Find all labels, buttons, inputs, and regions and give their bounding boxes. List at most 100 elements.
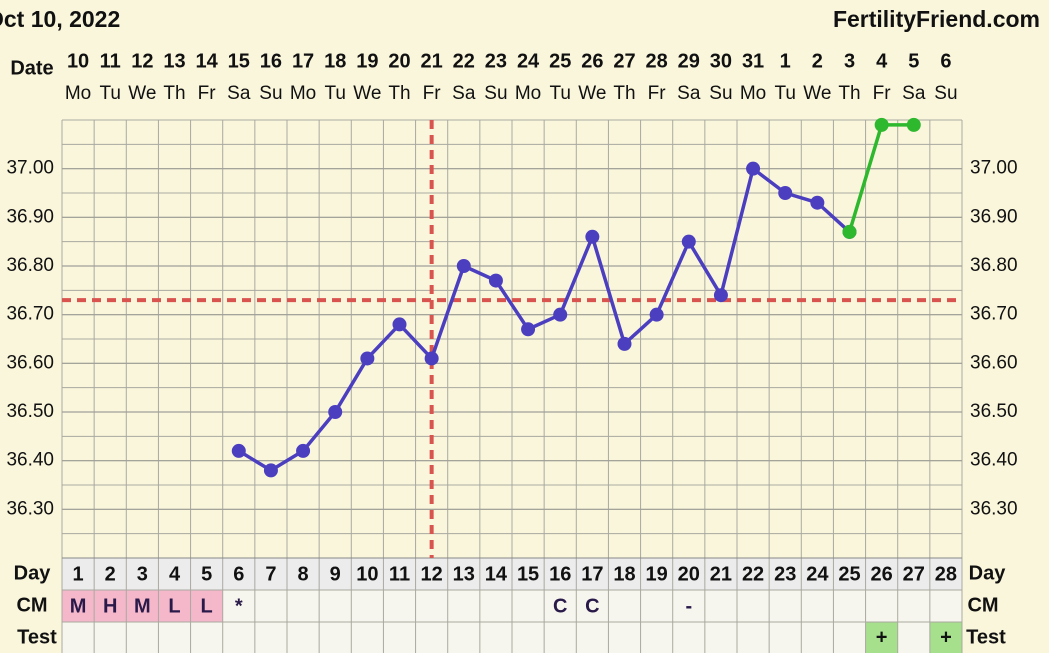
- day-number: 3: [137, 563, 148, 585]
- day-number: 18: [613, 563, 635, 585]
- cm-cell: [287, 590, 320, 622]
- date-label: 30: [710, 50, 732, 72]
- date-label: 10: [67, 50, 89, 72]
- date-label: 13: [163, 50, 185, 72]
- day-cell: [287, 558, 320, 590]
- temperature-point: [360, 351, 375, 366]
- day-number: 9: [330, 563, 341, 585]
- weekday-label: Th: [163, 83, 185, 104]
- date-label: 3: [844, 50, 855, 72]
- cm-cell: [704, 590, 737, 622]
- cm-cell: [640, 590, 673, 622]
- cm-cell: [512, 590, 545, 622]
- cm-value: L: [168, 595, 180, 617]
- cm-cell: [351, 590, 384, 622]
- day-number: 17: [581, 563, 603, 585]
- y-tick-label-right: 37.00: [970, 158, 1018, 179]
- cm-cell: [415, 590, 448, 622]
- cm-cell: [190, 590, 223, 622]
- day-number: 20: [678, 563, 700, 585]
- weekday-label: Th: [838, 83, 860, 104]
- day-number: 8: [298, 563, 309, 585]
- day-cell: [222, 558, 255, 590]
- y-tick-label: 36.60: [6, 352, 54, 373]
- y-tick-label: 36.50: [6, 401, 54, 422]
- temperature-point: [617, 336, 632, 351]
- weekday-label: Fr: [198, 83, 217, 104]
- weekday-label: Mo: [290, 83, 316, 104]
- temperature-point: [778, 186, 793, 200]
- test-cell: [833, 622, 866, 653]
- test-cell: [769, 622, 802, 653]
- day-cell: [897, 558, 930, 590]
- chart-date: Oct 10, 2022: [0, 6, 120, 32]
- test-cell: [897, 622, 930, 653]
- weekday-label: Mo: [515, 83, 541, 104]
- temperature-point: [456, 259, 471, 273]
- day-number: 13: [453, 563, 475, 585]
- day-cell: [704, 558, 737, 590]
- date-label: 19: [356, 50, 378, 72]
- day-cell: [94, 558, 127, 590]
- weekday-label: Sa: [677, 83, 701, 104]
- temperature-point: [553, 307, 568, 322]
- date-label: 1: [780, 50, 791, 72]
- test-cell: [608, 622, 641, 653]
- day-number: 4: [169, 563, 181, 585]
- day-cell: [415, 558, 448, 590]
- test-cell: [415, 622, 448, 653]
- cm-value: M: [134, 595, 151, 617]
- day-cell: [383, 558, 416, 590]
- y-tick-label: 36.30: [6, 498, 54, 519]
- test-cell: [704, 622, 737, 653]
- test-cell: [126, 622, 159, 653]
- day-number: 2: [105, 563, 116, 585]
- cm-cell: [479, 590, 512, 622]
- cm-label-right: CM: [967, 594, 998, 616]
- date-label: 2: [812, 50, 823, 72]
- temperature-point: [713, 288, 728, 303]
- cm-cell: [608, 590, 641, 622]
- date-label: Date: [10, 57, 53, 79]
- cm-cell: [222, 590, 255, 622]
- day-number: 28: [935, 563, 957, 585]
- test-cell: [222, 622, 255, 653]
- cm-cell: [576, 590, 609, 622]
- day-number: 1: [73, 563, 84, 585]
- cm-value: *: [235, 595, 243, 617]
- day-cell: [158, 558, 191, 590]
- cm-cell: [319, 590, 352, 622]
- test-cell: [447, 622, 480, 653]
- weekday-label: Sa: [452, 83, 476, 104]
- test-label-right: Test: [966, 626, 1006, 648]
- temperature-point: [842, 224, 857, 239]
- temperature-point: [231, 443, 246, 458]
- day-cell: [351, 558, 384, 590]
- test-cell: [737, 622, 770, 653]
- date-label: 14: [196, 50, 219, 72]
- y-tick-label-right: 36.40: [970, 450, 1018, 471]
- day-cell: [319, 558, 352, 590]
- date-label: 15: [228, 50, 250, 72]
- day-cell: [801, 558, 834, 590]
- day-cell: [672, 558, 705, 590]
- day-cell: [576, 558, 609, 590]
- weekday-label: We: [803, 83, 831, 104]
- test-cell: [801, 622, 834, 653]
- day-number: 5: [201, 563, 212, 585]
- test-cell: [576, 622, 609, 653]
- day-cell: [512, 558, 545, 590]
- day-cell: [479, 558, 512, 590]
- day-number: 15: [517, 563, 539, 585]
- day-number: 6: [233, 563, 244, 585]
- date-label: 17: [292, 50, 314, 72]
- weekday-label: We: [128, 83, 156, 104]
- temperature-point: [263, 463, 278, 478]
- weekday-label: Fr: [423, 83, 442, 104]
- day-cell: [544, 558, 577, 590]
- date-label: 4: [876, 50, 888, 72]
- cm-value: M: [70, 595, 87, 617]
- cm-value: C: [553, 595, 567, 617]
